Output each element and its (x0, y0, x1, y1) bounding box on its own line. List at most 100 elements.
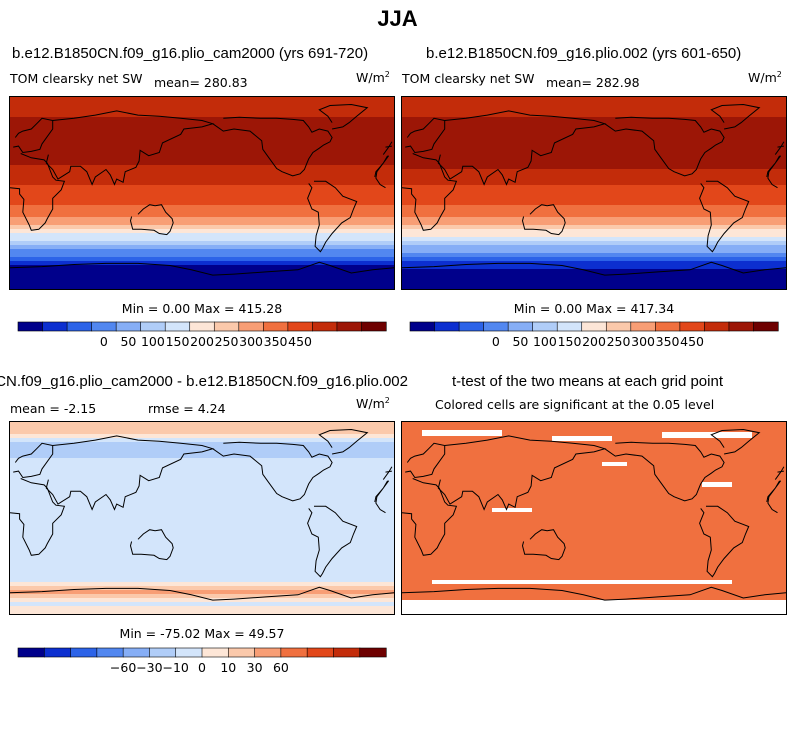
panel3-band (10, 542, 394, 547)
panel1-coast-4 (212, 116, 333, 177)
panel3-colorbar-tick-label: −30 (136, 660, 162, 675)
panel1-band (10, 257, 394, 262)
panel1-mean: mean= 280.83 (154, 75, 248, 90)
panel2-band (402, 269, 786, 274)
panel3-band (10, 510, 394, 515)
panel2-colorbar-tick-label: 50 (512, 334, 528, 349)
panel2-colorbar-tick-label: 450 (680, 334, 704, 349)
panel2-band (402, 113, 786, 118)
panel1-band (10, 117, 394, 122)
panel2-colorbar-swatch (728, 321, 755, 332)
panel2-coast-3 (521, 204, 566, 236)
panel1-colorbar-swatch (238, 321, 264, 332)
panel1-coast-3 (129, 204, 174, 236)
panel2-band (402, 165, 786, 170)
panel3-band (10, 442, 394, 447)
panel4-insignificant-area (662, 432, 752, 438)
panel4-coast-4 (604, 441, 725, 502)
panel1-colorbar-swatch (189, 321, 215, 332)
panel4-insignificant-area (432, 580, 732, 584)
panel1-band (10, 225, 394, 230)
panel2-band (402, 121, 786, 126)
panel2-band (402, 277, 786, 282)
panel3-rmse: rmse = 4.24 (148, 401, 226, 416)
panel1-colorbar-swatch (213, 321, 240, 332)
panel1-band (10, 253, 394, 258)
panel3-band (10, 522, 394, 527)
panel1-colorbar-swatch (42, 321, 68, 332)
panel1-map (9, 96, 395, 290)
panel2-band (402, 213, 786, 218)
panel1-band (10, 245, 394, 250)
panel2-band (402, 221, 786, 226)
panel2-minmax: Min = 0.00 Max = 417.34 (513, 301, 675, 316)
panel3-band (10, 438, 394, 443)
panel3-band (10, 534, 394, 539)
panel3-band (10, 574, 394, 579)
panel2-band (402, 145, 786, 150)
panel2-band (402, 153, 786, 158)
panel3-colorbar-swatch (333, 647, 361, 658)
panel2-colorbar-tick-label: 150 (558, 334, 582, 349)
panel2-coast-2 (437, 110, 607, 186)
panel1-band (10, 157, 394, 162)
panel3-band (10, 570, 394, 575)
panel3-band (10, 514, 394, 519)
panel3-band (10, 486, 394, 491)
panel1-band (10, 217, 394, 222)
panel3-map (9, 421, 395, 615)
panel2-colorbar-tick-label: 200 (582, 334, 606, 349)
panel2-band (402, 249, 786, 254)
panel1-band (10, 277, 394, 282)
panel3-colorbar: −60 −30 −10 0 10 30 60 (17, 647, 387, 688)
panel2-colorbar-tick-label: 300 (631, 334, 655, 349)
panel1-colorbar-swatch (263, 321, 289, 332)
panel1-band (10, 241, 394, 246)
panel2-band (402, 205, 786, 210)
panel3-colorbar-swatch (359, 647, 387, 658)
panel2-colorbar-swatch (605, 321, 632, 332)
panel1-colorbar-tick-label: 150 (166, 334, 190, 349)
panel3-band (10, 602, 394, 607)
panel3-minmax: Min = -75.02 Max = 49.57 (119, 626, 285, 641)
panel4-coast-3 (521, 529, 566, 561)
panel3-band (10, 594, 394, 599)
panel3-band (10, 562, 394, 567)
panel1-field (10, 97, 394, 289)
panel1-units-exp: 2 (384, 70, 390, 79)
panel2-colorbar-swatch (630, 321, 656, 332)
panel2-band (402, 237, 786, 242)
panel3-band (10, 578, 394, 583)
panel1-band (10, 233, 394, 238)
panel2-band (402, 109, 786, 114)
panel1-band (10, 205, 394, 210)
panel2-colorbar-swatch (507, 321, 534, 332)
panel3-band (10, 526, 394, 531)
panel1-band (10, 281, 394, 286)
panel2-band (402, 189, 786, 194)
panel1-band (10, 145, 394, 150)
panel1-band (10, 113, 394, 118)
panel1-band (10, 173, 394, 178)
panel2-coastlines (402, 103, 786, 276)
panel2-band (402, 117, 786, 122)
panel4-insignificant-area (602, 462, 627, 466)
panel1-band (10, 101, 394, 106)
panel1-band (10, 209, 394, 214)
panel1-band (10, 137, 394, 142)
panel1-colorbar-tick-label: 200 (190, 334, 214, 349)
panel1-band (10, 141, 394, 146)
panel1-colorbar-tick-label: 0 (100, 334, 108, 349)
panel4-map (401, 421, 787, 615)
panel2-band (402, 233, 786, 238)
page-title: JJA (377, 6, 418, 31)
panel2-band (402, 129, 786, 134)
panel2-band (402, 261, 786, 266)
panel2-band (402, 197, 786, 202)
panel3-units-exp: 2 (384, 396, 390, 405)
panel4-coast-2 (437, 435, 607, 511)
panel1-band (10, 273, 394, 278)
panel2-band (402, 105, 786, 110)
panel1-band (10, 105, 394, 110)
panel1-coast-6 (307, 180, 358, 253)
